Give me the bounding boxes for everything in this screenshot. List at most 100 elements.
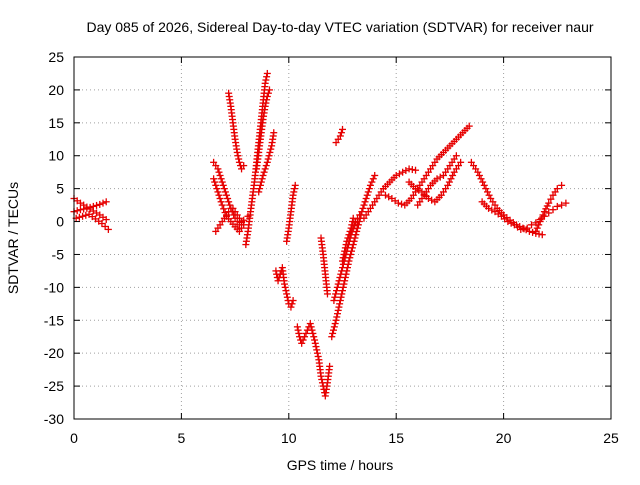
data-point — [331, 320, 339, 328]
data-point — [302, 329, 310, 337]
data-point — [424, 195, 432, 203]
data-point — [398, 200, 406, 208]
data-point — [523, 224, 531, 232]
y-axis-label: SDTVAR / TECUs — [5, 182, 21, 294]
y-tick-label: 15 — [48, 115, 64, 131]
data-point — [545, 209, 553, 217]
data-point — [257, 178, 265, 186]
data-point — [361, 198, 369, 206]
data-point — [307, 323, 315, 331]
data-point — [311, 336, 319, 344]
data-point — [333, 310, 341, 318]
data-point — [360, 201, 368, 209]
data-point — [221, 188, 229, 196]
data-point — [216, 195, 224, 203]
data-point — [539, 211, 547, 219]
data-point — [289, 191, 297, 199]
data-point — [306, 320, 314, 328]
data-point — [210, 175, 218, 183]
data-point — [264, 89, 272, 97]
data-point — [528, 221, 536, 229]
plot-frame — [73, 56, 612, 420]
data-point — [270, 129, 278, 137]
data-point — [474, 168, 482, 176]
data-point — [281, 280, 289, 288]
data-point — [261, 102, 269, 110]
data-point — [336, 300, 344, 308]
data-point — [332, 316, 340, 324]
data-point — [224, 195, 232, 203]
data-point — [318, 376, 326, 384]
data-point — [225, 208, 233, 216]
data-point — [347, 224, 355, 232]
data-point — [338, 290, 346, 298]
data-point — [433, 175, 441, 183]
data-point — [394, 199, 402, 207]
data-point — [366, 181, 374, 189]
data-point — [354, 221, 362, 229]
data-point — [265, 86, 273, 94]
data-point — [333, 283, 341, 291]
data-point — [312, 343, 320, 351]
data-point — [215, 191, 223, 199]
x-tick-label: 25 — [603, 430, 619, 446]
data-point — [73, 207, 81, 215]
data-point — [465, 122, 473, 130]
data-point — [83, 204, 91, 212]
data-point — [529, 228, 537, 236]
data-point — [264, 155, 272, 163]
data-point — [336, 132, 344, 140]
x-tick-label: 10 — [281, 430, 297, 446]
data-point — [261, 79, 269, 87]
data-point — [364, 188, 372, 196]
data-point — [532, 227, 540, 235]
data-point — [80, 205, 88, 213]
data-point — [337, 293, 345, 301]
data-point — [356, 211, 364, 219]
data-point — [235, 155, 243, 163]
data-point — [339, 287, 346, 295]
data-point — [344, 234, 352, 242]
data-point — [283, 290, 291, 298]
data-point — [216, 171, 224, 179]
data-point — [395, 170, 403, 178]
data-point — [334, 306, 342, 314]
data-point — [218, 201, 226, 209]
data-point — [341, 247, 349, 255]
data-point — [326, 362, 334, 370]
data-point — [547, 195, 555, 203]
data-point — [262, 76, 270, 84]
x-tick-label: 5 — [178, 430, 186, 446]
data-point — [261, 165, 269, 173]
data-point — [339, 264, 346, 272]
y-tick-label: 10 — [48, 148, 64, 164]
data-point — [402, 167, 410, 175]
data-point — [220, 185, 228, 193]
data-point — [313, 346, 321, 354]
data-point — [263, 96, 271, 104]
data-point — [219, 181, 227, 189]
data-point — [290, 188, 298, 196]
data-point — [488, 206, 496, 214]
data-point — [452, 152, 460, 160]
data-point — [308, 326, 316, 334]
data-point — [336, 297, 344, 305]
data-point — [339, 257, 346, 265]
data-point — [260, 168, 268, 176]
data-point — [234, 152, 242, 160]
data-point — [211, 178, 219, 186]
data-point — [96, 200, 104, 208]
data-point — [223, 191, 231, 199]
data-point — [335, 303, 343, 311]
data-point — [233, 148, 241, 156]
data-point — [214, 188, 222, 196]
data-point — [412, 185, 420, 193]
data-point — [283, 293, 291, 301]
data-point — [288, 300, 296, 308]
data-point — [345, 231, 353, 239]
data-point — [262, 162, 270, 170]
data-point — [329, 329, 337, 337]
data-point — [444, 181, 452, 189]
data-point — [293, 323, 301, 331]
data-point — [533, 224, 541, 232]
